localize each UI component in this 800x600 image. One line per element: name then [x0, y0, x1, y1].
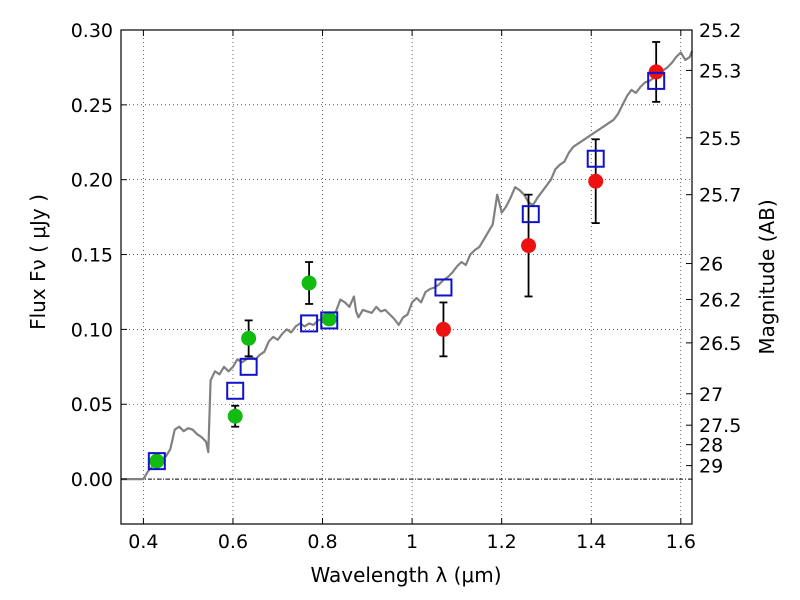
- x-tick-label: 0.6: [218, 531, 248, 553]
- observed-point: [149, 453, 165, 469]
- model-flux-square: [586, 149, 605, 168]
- plot-frame: [120, 29, 693, 525]
- observed-point: [301, 275, 317, 291]
- y-tick-label: 0.00: [71, 469, 113, 491]
- error-bars: [231, 41, 661, 428]
- x-axis-ticks: 0.4 0.6 0.8 1 1.2 1.4 1.6: [128, 30, 696, 553]
- magnitude-tick-label: 26.2: [699, 289, 741, 311]
- model-flux-square: [300, 314, 319, 333]
- model-flux-markers: [147, 71, 666, 471]
- y-tick-label: 0.20: [71, 170, 113, 192]
- model-flux-square: [226, 381, 245, 400]
- y-tick-label: 0.05: [71, 394, 113, 416]
- y-tick-label: 0.30: [71, 20, 113, 42]
- observed-point: [241, 330, 257, 346]
- magnitude-tick-label: 25.5: [699, 128, 741, 150]
- model-flux-square: [434, 278, 453, 297]
- magnitude-tick-label: 25.2: [699, 20, 741, 42]
- x-tick-label: 1.4: [576, 531, 606, 553]
- x-tick-label: 1.6: [666, 531, 696, 553]
- observed-point: [435, 321, 451, 337]
- x-axis-label: Wavelength λ (μm): [310, 563, 501, 587]
- magnitude-tick-label: 25.3: [699, 60, 741, 82]
- observed-point: [321, 311, 337, 327]
- model-flux-square: [647, 71, 666, 90]
- observed-point: [227, 408, 243, 424]
- grid-lines: [121, 29, 692, 524]
- magnitude-tick-label: 28: [699, 435, 723, 457]
- magnitude-axis-label: Magnitude (AB): [755, 199, 779, 354]
- observed-flux-markers: [149, 64, 664, 469]
- x-tick-label: 0.8: [307, 531, 337, 553]
- magnitude-tick-label: 29: [699, 456, 723, 478]
- model-flux-square: [239, 357, 258, 376]
- y-axis-label: Flux Fν ( μJy ): [26, 194, 50, 330]
- magnitude-tick-label: 26: [699, 254, 723, 276]
- y-axis-ticks: 0.00 0.05 0.10 0.15 0.20 0.25 0.30: [71, 20, 127, 491]
- magnitude-tick-label: 26.5: [699, 333, 741, 355]
- magnitude-tick-label: 27: [699, 384, 723, 406]
- x-tick-label: 1.2: [487, 531, 517, 553]
- model-flux-square: [320, 311, 339, 330]
- x-tick-label: 1: [406, 531, 418, 553]
- magnitude-tick-label: 25.7: [699, 185, 741, 207]
- x-tick-label: 0.4: [128, 531, 158, 553]
- model-flux-square: [521, 205, 540, 224]
- observed-point: [521, 238, 537, 254]
- model-spectrum: [121, 50, 694, 481]
- y-tick-label: 0.15: [71, 245, 113, 267]
- y-tick-label: 0.25: [71, 95, 113, 117]
- observed-point: [588, 173, 604, 189]
- spectrum-line: [121, 50, 694, 481]
- y-tick-label: 0.10: [71, 319, 113, 341]
- magnitude-tick-label: 27.5: [699, 415, 741, 437]
- model-flux-square: [147, 452, 166, 471]
